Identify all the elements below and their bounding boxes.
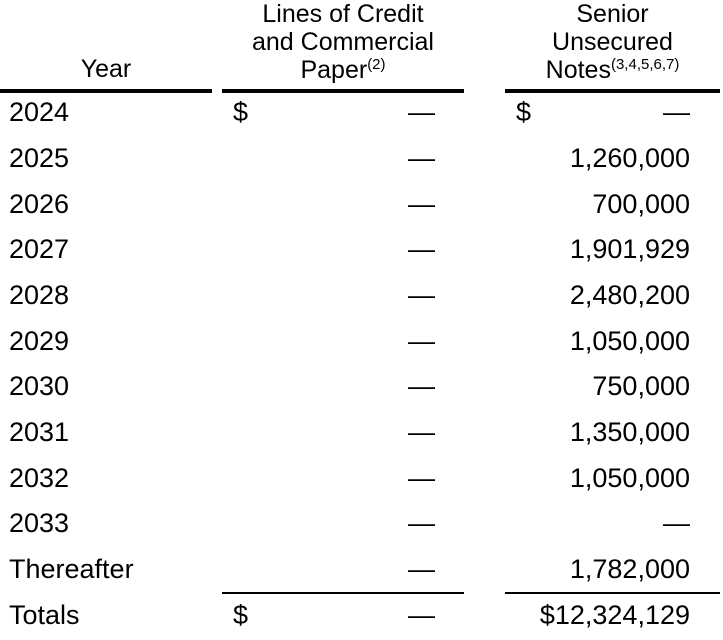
header-year-label: Year [80, 55, 132, 83]
table-row: 2028 — 2,480,200 [0, 280, 723, 320]
header-sun-line2: Unsecured [552, 28, 673, 56]
header-rule-loc [222, 89, 464, 93]
year-cell: 2032 [9, 463, 70, 493]
totals-label: Totals [9, 600, 80, 630]
year-cell: 2031 [9, 417, 70, 447]
header-loc-footnote: (2) [367, 56, 386, 73]
table-row: 2027 — 1,901,929 [0, 234, 723, 274]
totals-loc-value: — [408, 600, 435, 630]
sun-value: 2,480,200 [569, 280, 690, 310]
header-rule-year [0, 89, 212, 93]
loc-value: — [408, 280, 435, 310]
header-sun-line1: Senior [576, 0, 649, 28]
year-cell: 2026 [9, 189, 70, 219]
sun-value: 1,901,929 [569, 234, 690, 264]
loc-value: — [408, 234, 435, 264]
loc-value: — [408, 143, 435, 173]
loc-value: — [408, 97, 435, 127]
sun-value: 1,050,000 [569, 326, 690, 356]
header-rule-sun [505, 89, 720, 93]
sun-value: 1,350,000 [569, 417, 690, 447]
loc-value: — [408, 189, 435, 219]
header-year: Year [0, 55, 212, 83]
year-cell: Thereafter [9, 554, 134, 584]
table-row: 2025 — 1,260,000 [0, 143, 723, 183]
sun-value: 700,000 [592, 189, 690, 219]
table-row: 2026 — 700,000 [0, 189, 723, 229]
sun-value: 1,782,000 [569, 554, 690, 584]
sun-value: 1,050,000 [569, 463, 690, 493]
loc-currency: $ [233, 97, 249, 127]
totals-rule-sun [505, 592, 720, 594]
table-row: 2032 — 1,050,000 [0, 463, 723, 503]
totals-sun-value: $12,324,129 [539, 600, 690, 630]
header-loc-line2: and Commercial [251, 28, 434, 56]
year-cell: 2024 [9, 97, 70, 127]
year-cell: 2033 [9, 508, 70, 538]
year-cell: 2025 [9, 143, 70, 173]
header-loc-line1: Lines of Credit [262, 0, 424, 28]
year-cell: 2030 [9, 371, 70, 401]
header-lines-of-credit: Lines of Credit and Commercial Paper(2) [222, 0, 464, 84]
sun-currency: $ [516, 97, 532, 127]
table-row: 2030 — 750,000 [0, 371, 723, 411]
totals-loc-currency: $ [233, 600, 249, 630]
year-cell: 2028 [9, 280, 70, 310]
loc-value: — [408, 326, 435, 356]
table-row: 2029 — 1,050,000 [0, 326, 723, 366]
header-sun-footnote: (3,4,5,6,7) [610, 56, 680, 73]
table-row: Thereafter — 1,782,000 [0, 554, 723, 594]
loc-value: — [408, 463, 435, 493]
loc-value: — [408, 371, 435, 401]
header-senior-unsecured-notes: Senior Unsecured Notes(3,4,5,6,7) [505, 0, 720, 84]
totals-row: Totals $ — $12,324,129 [0, 600, 723, 640]
totals-rule-loc [222, 592, 464, 594]
loc-value: — [408, 554, 435, 584]
sun-value: 750,000 [592, 371, 690, 401]
loc-value: — [408, 417, 435, 447]
table-row: 2024 $ — $ — [0, 97, 723, 137]
sun-value: — [663, 97, 690, 127]
sun-value: — [663, 508, 690, 538]
year-cell: 2027 [9, 234, 70, 264]
year-cell: 2029 [9, 326, 70, 356]
header-sun-line3-text: Notes [545, 56, 611, 84]
table-row: 2031 — 1,350,000 [0, 417, 723, 457]
header-sun-line3: Notes(3,4,5,6,7) [505, 56, 720, 84]
header-loc-line3: Paper(2) [222, 56, 464, 84]
table-row: 2033 — — [0, 508, 723, 548]
header-loc-line3-text: Paper [300, 56, 368, 84]
loc-value: — [408, 508, 435, 538]
sun-value: 1,260,000 [569, 143, 690, 173]
